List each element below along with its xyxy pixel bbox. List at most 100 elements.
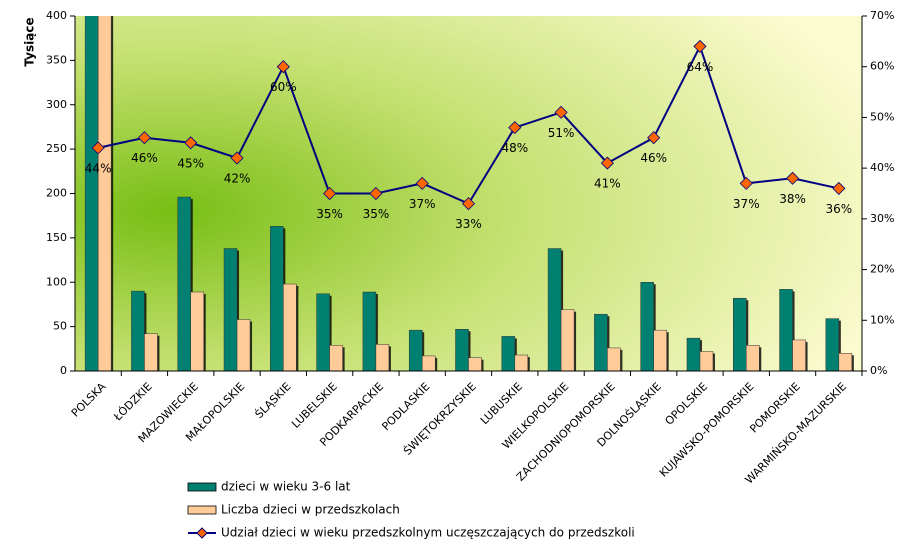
y2-tick-label: 50%	[870, 110, 894, 123]
x-tick-label: KUJAWSKO-POMORSKIE	[657, 380, 757, 480]
marker	[647, 131, 661, 145]
marker	[508, 121, 522, 135]
bar	[131, 290, 145, 372]
bar	[594, 313, 608, 372]
y-tick-label: 400	[46, 9, 67, 22]
y-axis-title: Tysiące	[23, 17, 37, 66]
data-label: 37%	[409, 197, 436, 211]
legend-swatch	[187, 505, 217, 515]
x-tick-label: ŁÓDZKIE	[111, 380, 155, 424]
data-label: 45%	[177, 156, 204, 170]
y2-tick-label: 70%	[870, 9, 894, 22]
marker	[91, 141, 105, 155]
marker	[369, 186, 383, 201]
bar	[547, 248, 562, 372]
y-tick-label: 50	[53, 320, 67, 333]
data-label: 42%	[224, 172, 251, 186]
plot-area	[75, 16, 862, 371]
data-label: 46%	[131, 151, 158, 165]
marker	[184, 136, 198, 150]
marker	[739, 176, 753, 190]
data-label: 48%	[501, 141, 528, 155]
bar	[607, 347, 621, 372]
data-label: 64%	[687, 60, 714, 74]
y2-tick-label: 0%	[870, 364, 887, 377]
bar	[501, 336, 516, 372]
marker	[415, 176, 429, 190]
data-label: 44%	[85, 161, 112, 175]
y-tick-label: 300	[46, 98, 67, 111]
bar	[223, 248, 238, 372]
bar	[468, 357, 482, 372]
bar	[177, 196, 191, 372]
marker	[230, 151, 244, 165]
bar	[746, 345, 760, 372]
bar	[283, 283, 297, 372]
bar	[779, 289, 793, 372]
bar	[640, 282, 654, 372]
x-tick-label: OPOLSKIE	[663, 380, 711, 428]
bar	[699, 351, 714, 372]
bar	[97, 16, 112, 372]
marker	[276, 60, 290, 74]
bar	[421, 355, 436, 372]
marker	[137, 131, 152, 145]
data-label: 33%	[455, 217, 482, 231]
bar	[236, 319, 251, 372]
data-label: 35%	[316, 207, 343, 221]
y2-tick-label: 20%	[870, 263, 894, 276]
bar	[455, 329, 469, 372]
y-tick-label: 150	[46, 231, 67, 244]
bar	[270, 226, 284, 372]
data-label: 46%	[640, 151, 667, 165]
y-tick-label: 200	[46, 187, 67, 200]
marker	[693, 39, 707, 53]
marks	[84, 16, 854, 372]
y-tick-label: 350	[46, 53, 67, 66]
bar	[408, 329, 423, 372]
legend-label: dzieci w wieku 3-6 lat	[221, 480, 351, 494]
y-tick-label: 0	[60, 364, 67, 377]
bar	[514, 354, 529, 372]
bar	[362, 291, 377, 372]
bar	[825, 318, 840, 372]
bar	[792, 339, 806, 372]
marker	[554, 105, 568, 119]
marker	[323, 186, 337, 201]
data-label: 37%	[733, 197, 760, 211]
x-tick-label: ŚLĄSKIE	[253, 380, 294, 421]
bar	[733, 297, 747, 372]
bar	[144, 333, 158, 372]
data-label: 36%	[826, 202, 853, 216]
marker	[600, 156, 614, 170]
bar	[653, 329, 667, 372]
bar	[190, 291, 204, 372]
x-tick-label: LUBUSKIE	[478, 380, 525, 427]
bar	[560, 309, 575, 372]
marker	[461, 197, 476, 211]
legend-marker	[196, 527, 208, 539]
x-tick-label: LUBELSKIE	[289, 380, 340, 431]
bar	[329, 345, 343, 372]
marker	[832, 181, 846, 195]
y-tick-label: 250	[46, 142, 67, 155]
y2-tick-label: 40%	[870, 161, 894, 174]
bar	[686, 337, 701, 372]
data-label: 51%	[548, 126, 575, 140]
x-tick-label: POLSKA	[69, 380, 109, 420]
bar	[375, 344, 390, 372]
bar	[316, 293, 330, 372]
legend-label: Liczba dzieci w przedszkolach	[221, 503, 400, 517]
data-label: 38%	[779, 192, 806, 206]
legend-swatch	[187, 482, 217, 492]
legend-label: Udział dzieci w wieku przedszkolnym uczę…	[221, 526, 635, 540]
data-label: 60%	[270, 80, 297, 94]
y2-tick-label: 10%	[870, 313, 894, 326]
bar	[838, 353, 853, 372]
data-label: 41%	[594, 177, 621, 191]
marker	[785, 171, 800, 185]
bar	[84, 16, 99, 372]
y2-tick-label: 60%	[870, 60, 894, 73]
y2-tick-label: 30%	[870, 212, 894, 225]
